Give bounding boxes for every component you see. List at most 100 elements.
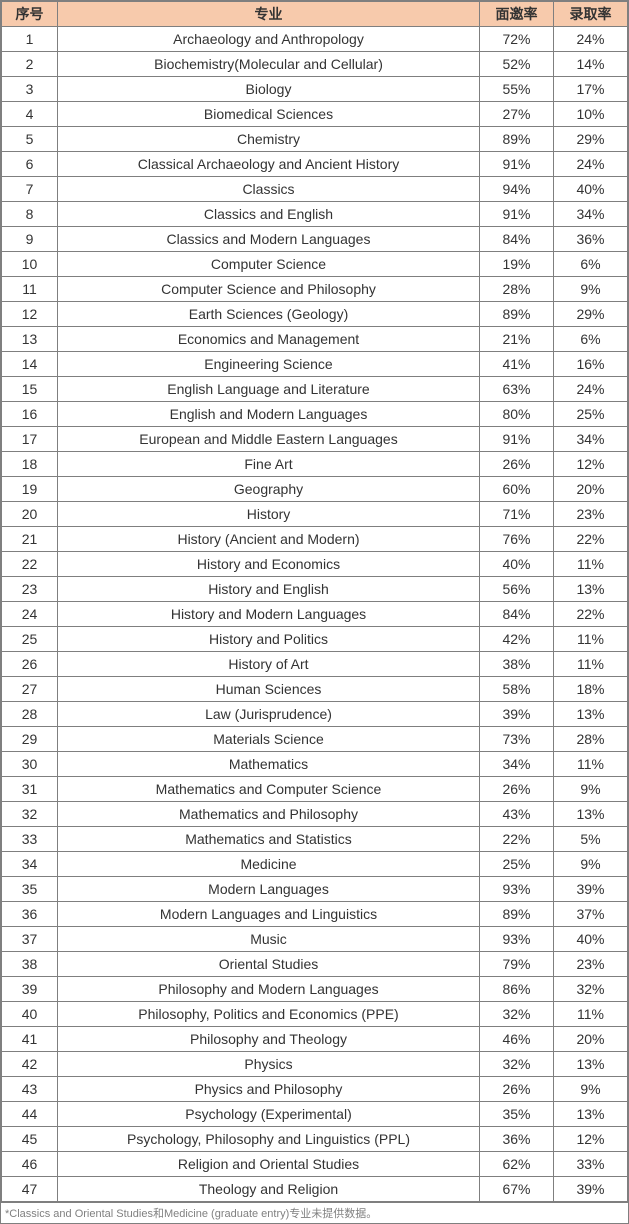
cell-inv: 34% [480,752,554,777]
cell-idx: 10 [2,252,58,277]
table-row: 17European and Middle Eastern Languages9… [2,427,628,452]
cell-adm: 20% [554,1027,628,1052]
cell-inv: 21% [480,327,554,352]
cell-idx: 15 [2,377,58,402]
cell-inv: 94% [480,177,554,202]
cell-adm: 13% [554,577,628,602]
cell-inv: 73% [480,727,554,752]
cell-adm: 13% [554,1052,628,1077]
cell-adm: 40% [554,177,628,202]
cell-major: Fine Art [58,452,480,477]
cell-major: Mathematics and Computer Science [58,777,480,802]
cell-adm: 36% [554,227,628,252]
table-row: 23History and English56%13% [2,577,628,602]
cell-idx: 42 [2,1052,58,1077]
cell-adm: 11% [554,552,628,577]
table-row: 36Modern Languages and Linguistics89%37% [2,902,628,927]
table-row: 40Philosophy, Politics and Economics (PP… [2,1002,628,1027]
cell-idx: 39 [2,977,58,1002]
table-row: 45Psychology, Philosophy and Linguistics… [2,1127,628,1152]
cell-idx: 35 [2,877,58,902]
table-row: 34Medicine25%9% [2,852,628,877]
cell-idx: 30 [2,752,58,777]
cell-inv: 76% [480,527,554,552]
cell-idx: 4 [2,102,58,127]
cell-inv: 89% [480,902,554,927]
cell-adm: 34% [554,202,628,227]
cell-idx: 25 [2,627,58,652]
table-row: 32Mathematics and Philosophy43%13% [2,802,628,827]
cell-adm: 9% [554,277,628,302]
cell-idx: 41 [2,1027,58,1052]
cell-major: Biochemistry(Molecular and Cellular) [58,52,480,77]
cell-major: Physics [58,1052,480,1077]
table-row: 4Biomedical Sciences27%10% [2,102,628,127]
cell-adm: 28% [554,727,628,752]
table-row: 46Religion and Oriental Studies62%33% [2,1152,628,1177]
cell-major: History and Modern Languages [58,602,480,627]
cell-inv: 79% [480,952,554,977]
cell-adm: 17% [554,77,628,102]
cell-adm: 25% [554,402,628,427]
cell-idx: 43 [2,1077,58,1102]
cell-adm: 11% [554,627,628,652]
col-header-invite: 面邀率 [480,2,554,27]
cell-inv: 55% [480,77,554,102]
cell-idx: 27 [2,677,58,702]
cell-idx: 46 [2,1152,58,1177]
cell-idx: 6 [2,152,58,177]
cell-major: Earth Sciences (Geology) [58,302,480,327]
cell-adm: 39% [554,877,628,902]
cell-idx: 34 [2,852,58,877]
cell-idx: 9 [2,227,58,252]
cell-idx: 5 [2,127,58,152]
cell-inv: 58% [480,677,554,702]
cell-inv: 91% [480,152,554,177]
cell-inv: 43% [480,802,554,827]
cell-major: Medicine [58,852,480,877]
cell-major: Psychology, Philosophy and Linguistics (… [58,1127,480,1152]
cell-major: Human Sciences [58,677,480,702]
cell-inv: 84% [480,227,554,252]
cell-idx: 3 [2,77,58,102]
cell-major: Oriental Studies [58,952,480,977]
cell-major: Psychology (Experimental) [58,1102,480,1127]
cell-major: European and Middle Eastern Languages [58,427,480,452]
cell-adm: 14% [554,52,628,77]
table-row: 18Fine Art26%12% [2,452,628,477]
cell-adm: 16% [554,352,628,377]
table-row: 38Oriental Studies79%23% [2,952,628,977]
table-row: 43Physics and Philosophy26%9% [2,1077,628,1102]
cell-idx: 1 [2,27,58,52]
cell-idx: 36 [2,902,58,927]
cell-inv: 93% [480,927,554,952]
cell-inv: 91% [480,427,554,452]
cell-inv: 25% [480,852,554,877]
table-row: 8Classics and English91%34% [2,202,628,227]
cell-major: Philosophy and Theology [58,1027,480,1052]
cell-major: Modern Languages and Linguistics [58,902,480,927]
table-row: 27Human Sciences58%18% [2,677,628,702]
table-row: 29Materials Science73%28% [2,727,628,752]
cell-major: Modern Languages [58,877,480,902]
table-body: 1Archaeology and Anthropology72%24%2Bioc… [2,27,628,1202]
cell-idx: 45 [2,1127,58,1152]
cell-major: Geography [58,477,480,502]
cell-inv: 52% [480,52,554,77]
cell-adm: 11% [554,652,628,677]
table-row: 41Philosophy and Theology46%20% [2,1027,628,1052]
cell-major: Music [58,927,480,952]
table-row: 14Engineering Science41%16% [2,352,628,377]
cell-inv: 19% [480,252,554,277]
cell-major: Chemistry [58,127,480,152]
cell-adm: 32% [554,977,628,1002]
cell-inv: 35% [480,1102,554,1127]
cell-inv: 60% [480,477,554,502]
cell-idx: 18 [2,452,58,477]
table-row: 19Geography60%20% [2,477,628,502]
cell-idx: 14 [2,352,58,377]
cell-major: Philosophy, Politics and Economics (PPE) [58,1002,480,1027]
cell-inv: 42% [480,627,554,652]
cell-major: Biomedical Sciences [58,102,480,127]
cell-major: Classics and English [58,202,480,227]
